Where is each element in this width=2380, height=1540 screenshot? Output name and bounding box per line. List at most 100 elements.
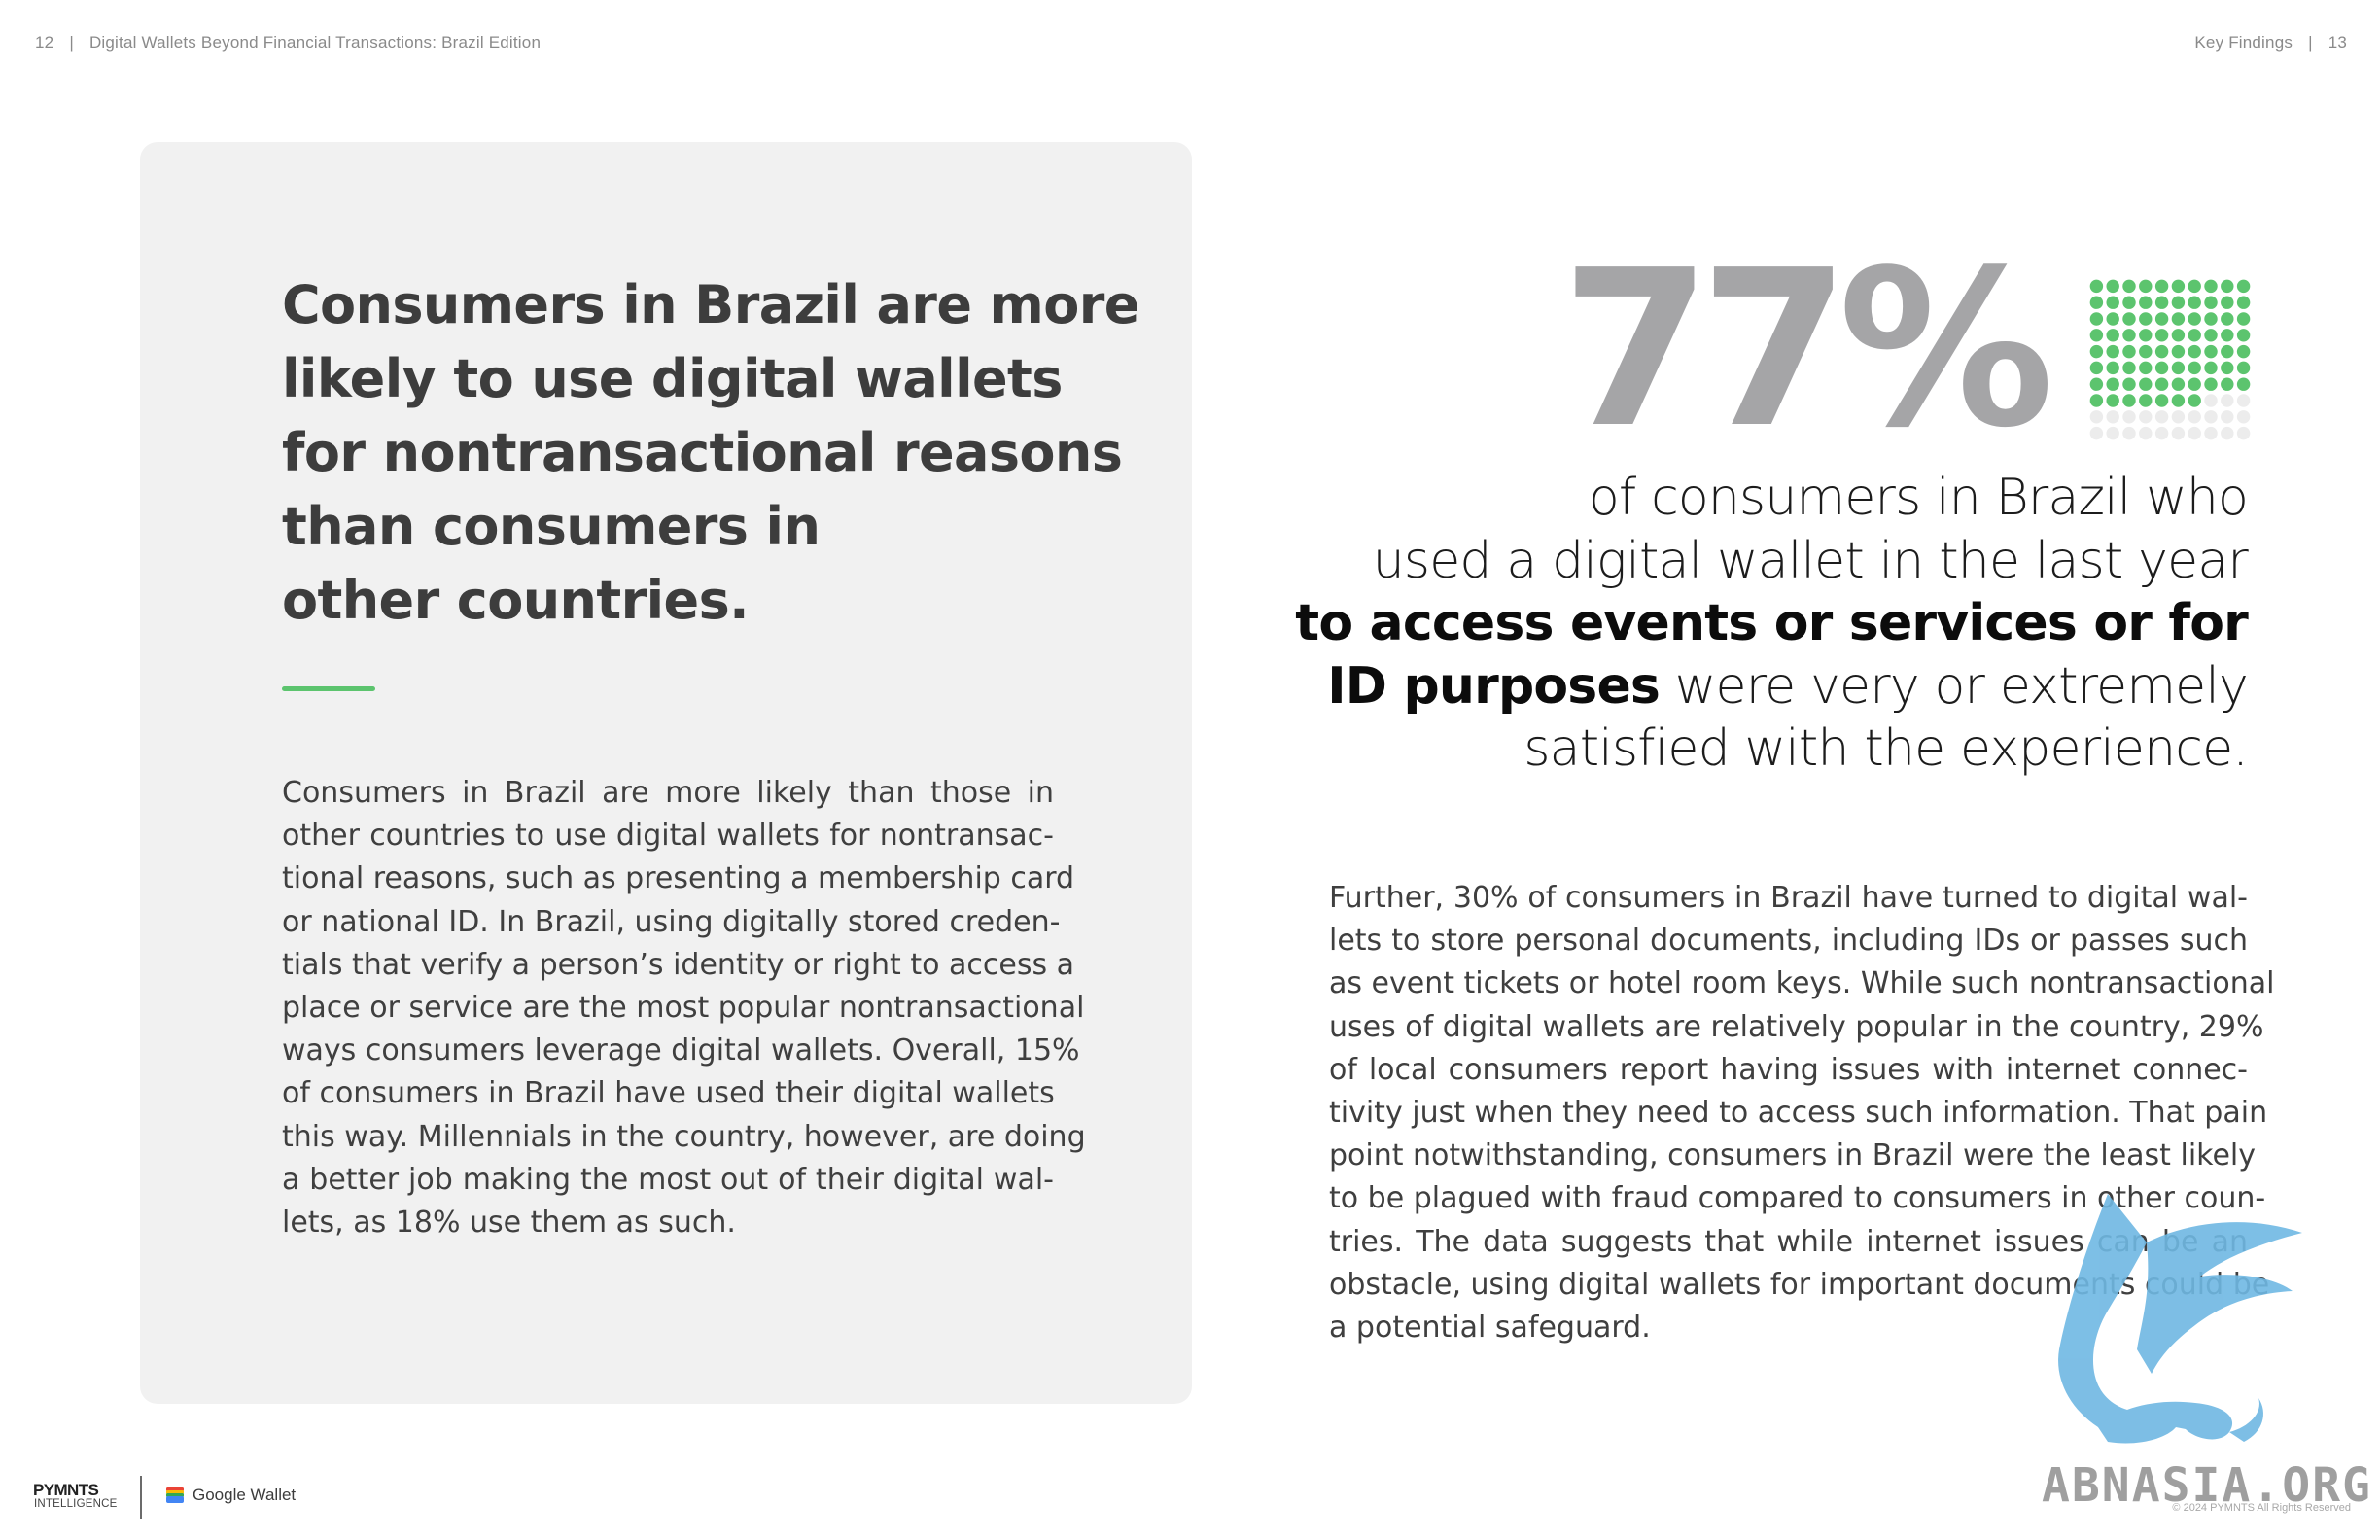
- copyright-notice: © 2024 PYMNTS All Rights Reserved: [2172, 1502, 2351, 1514]
- headline-line: for nontransactional reasons: [282, 422, 1123, 483]
- filled-dot: [2171, 377, 2186, 391]
- filled-dot: [2188, 377, 2201, 391]
- filled-dot: [2188, 279, 2201, 294]
- left-page-number: 12: [35, 33, 54, 52]
- filled-dot: [2089, 296, 2104, 309]
- text-line: a potential safeguard.: [1329, 1311, 1651, 1346]
- text-line: Further, 30% of consumers in Brazil have…: [1329, 881, 2248, 915]
- accent-divider: [282, 686, 375, 691]
- text-line: tional reasons, such as presenting a mem…: [282, 861, 1075, 896]
- empty-dot: [2171, 410, 2186, 424]
- filled-dot: [2188, 344, 2201, 359]
- filled-dot: [2204, 312, 2218, 326]
- filled-dot: [2236, 344, 2251, 359]
- text-line: of local consumers report having issues …: [1329, 1052, 2248, 1087]
- filled-dot: [2171, 296, 2186, 309]
- filled-dot: [2154, 329, 2169, 342]
- filled-dot: [2171, 394, 2186, 407]
- brand-subtitle: INTELLIGENCE: [34, 1498, 118, 1510]
- paragraph: Further, 30% of consumers in Brazil have…: [1329, 877, 2274, 1349]
- filled-dot: [2089, 377, 2104, 391]
- text-line: uses of digital wallets are relatively p…: [1329, 1009, 2264, 1044]
- filled-dot: [2122, 312, 2136, 326]
- empty-dot: [2188, 426, 2201, 440]
- watermark-text: ABNASIA.ORG: [2042, 1458, 2372, 1513]
- filled-dot: [2122, 394, 2136, 407]
- filled-dot: [2154, 279, 2169, 294]
- filled-dot: [2106, 312, 2119, 326]
- filled-dot: [2089, 329, 2104, 342]
- empty-dot: [2204, 426, 2218, 440]
- partner-name: Google Wallet: [192, 1486, 297, 1504]
- filled-dot: [2139, 296, 2152, 309]
- stat-text-rest: were very or extremely: [1660, 656, 2249, 716]
- filled-dot: [2139, 344, 2152, 359]
- empty-dot: [2106, 426, 2119, 440]
- paragraph: Consumers in Brazil are more likely than…: [282, 772, 1086, 1244]
- headline-line: other countries.: [282, 570, 750, 631]
- filled-dot: [2171, 279, 2186, 294]
- filled-dot: [2106, 344, 2119, 359]
- filled-dot: [2106, 377, 2119, 391]
- empty-dot: [2188, 410, 2201, 424]
- filled-dot: [2139, 329, 2152, 342]
- filled-dot: [2221, 329, 2234, 342]
- stat-line: of consumers in Brazil who: [1588, 469, 2249, 527]
- filled-dot: [2106, 329, 2119, 342]
- filled-dot: [2154, 296, 2169, 309]
- empty-dot: [2154, 426, 2169, 440]
- filled-dot: [2236, 312, 2251, 326]
- footer-divider: [140, 1476, 142, 1519]
- filled-dot: [2204, 296, 2218, 309]
- text-line: tivity just when they need to access suc…: [1329, 1096, 2268, 1131]
- filled-dot: [2139, 279, 2152, 294]
- filled-dot: [2204, 279, 2218, 294]
- empty-dot: [2221, 410, 2234, 424]
- text-line: point notwithstanding, consumers in Braz…: [1329, 1138, 2256, 1173]
- headline-line: than consumers in: [282, 496, 821, 557]
- finding-card: [140, 142, 1192, 1404]
- filled-dot: [2139, 361, 2152, 375]
- stat-emphasis: to access events or services or for: [1295, 594, 2249, 652]
- filled-dot: [2089, 344, 2104, 359]
- filled-dot: [2204, 361, 2218, 375]
- right-page-number: 13: [2328, 33, 2347, 52]
- filled-dot: [2122, 344, 2136, 359]
- header-separator: |: [69, 33, 74, 52]
- text-line: Consumers in Brazil are more likely than…: [282, 776, 1054, 810]
- left-page-header: 12 | Digital Wallets Beyond Financial Tran…: [35, 33, 541, 52]
- filled-dot: [2221, 312, 2234, 326]
- text-line: or national ID. In Brazil, using digital…: [282, 904, 1061, 939]
- empty-dot: [2204, 394, 2218, 407]
- empty-dot: [2221, 426, 2234, 440]
- right-page-header: Key Findings | 13: [2194, 33, 2347, 52]
- empty-dot: [2139, 410, 2152, 424]
- supporting-body-text: Further, 30% of consumers in Brazil have…: [1329, 877, 2274, 1349]
- filled-dot: [2154, 344, 2169, 359]
- filled-dot: [2236, 361, 2251, 375]
- filled-dot: [2171, 361, 2186, 375]
- filled-dot: [2139, 377, 2152, 391]
- stat-line: used a digital wallet in the last year: [1372, 531, 2249, 590]
- filled-dot: [2188, 394, 2201, 407]
- filled-dot: [2139, 394, 2152, 407]
- filled-dot: [2106, 394, 2119, 407]
- finding-body-text: Consumers in Brazil are more likely than…: [282, 772, 1086, 1244]
- filled-dot: [2171, 344, 2186, 359]
- section-name: Key Findings: [2194, 33, 2293, 52]
- stat-description: of consumers in Brazil who used a digita…: [1295, 467, 2249, 781]
- filled-dot: [2139, 312, 2152, 326]
- empty-dot: [2221, 394, 2234, 407]
- filled-dot: [2154, 394, 2169, 407]
- filled-dot: [2122, 361, 2136, 375]
- text-line: a better job making the most out of thei…: [282, 1162, 1054, 1197]
- empty-dot: [2089, 410, 2104, 424]
- filled-dot: [2171, 312, 2186, 326]
- filled-dot: [2122, 279, 2136, 294]
- brand-name: PYMNTS: [33, 1481, 99, 1499]
- filled-dot: [2221, 344, 2234, 359]
- filled-dot: [2204, 377, 2218, 391]
- empty-dot: [2236, 410, 2251, 424]
- stat-line: ID purposes were very or extremely: [1295, 655, 2249, 718]
- text-line: of consumers in Brazil have used their d…: [282, 1076, 1055, 1111]
